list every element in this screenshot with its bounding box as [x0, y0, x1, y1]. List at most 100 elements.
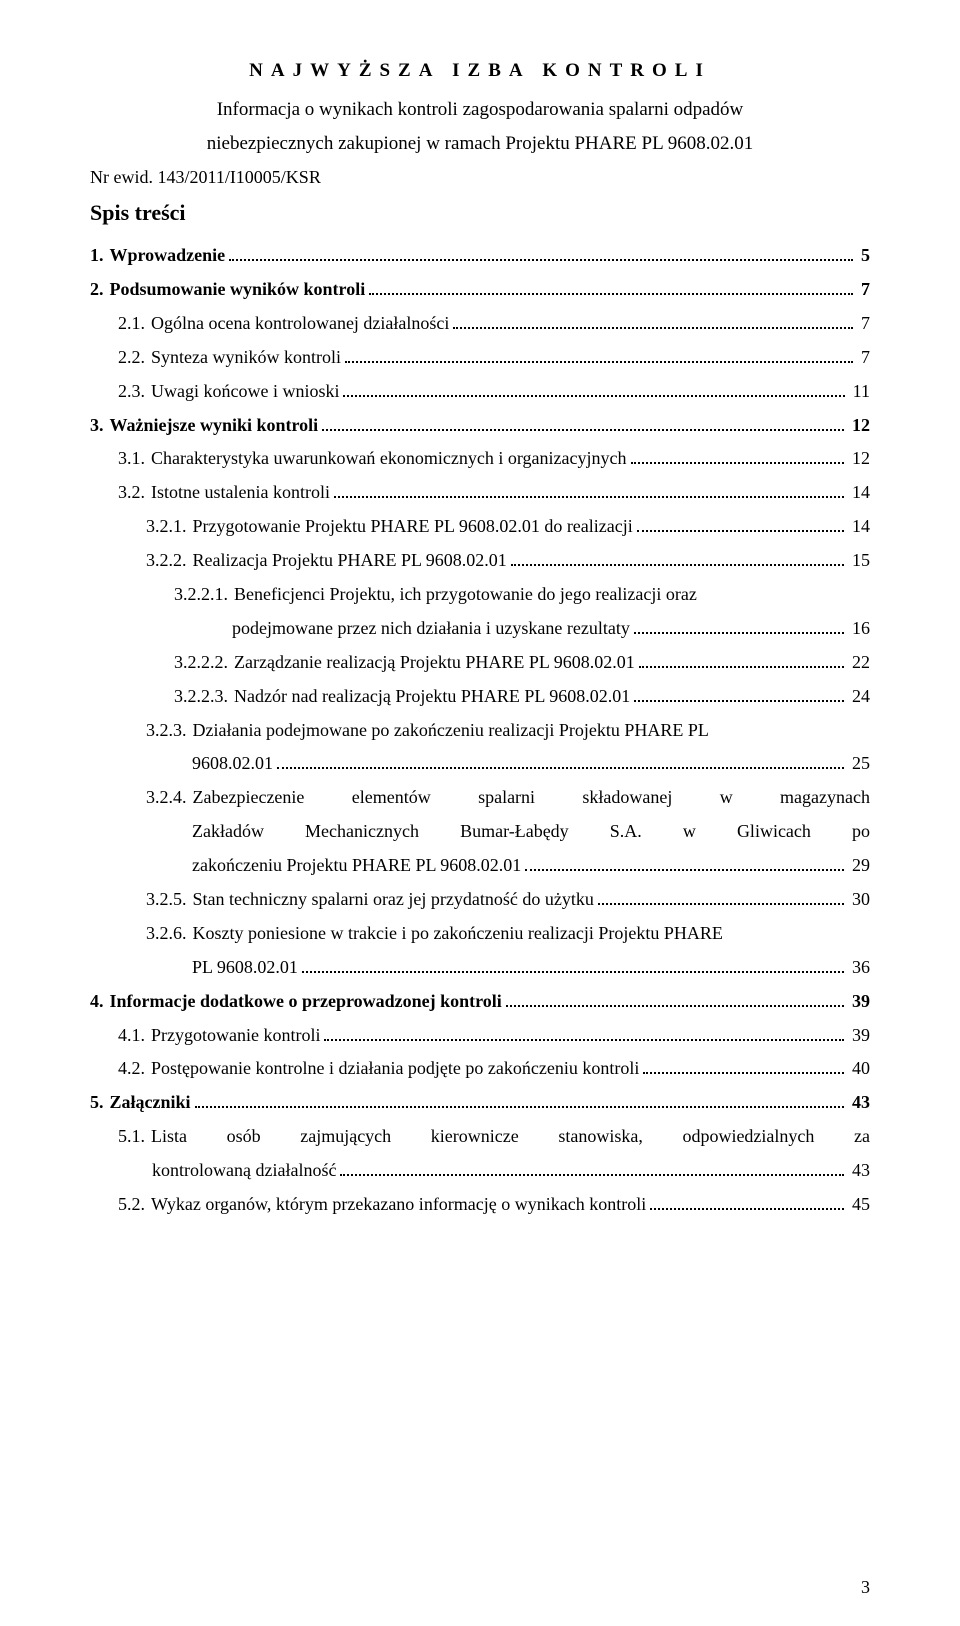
toc-num: 3.2.4.	[146, 784, 193, 812]
toc-label: Ważniejsze wyniki kontroli	[110, 412, 319, 440]
toc-num: 3.2.5.	[146, 886, 193, 914]
table-of-contents: 1. Wprowadzenie 5 2. Podsumowanie wynikó…	[90, 242, 870, 1219]
toc-leader	[650, 1192, 844, 1210]
toc-page: 45	[848, 1191, 870, 1219]
toc-page: 30	[848, 886, 870, 914]
toc-label: Zarządzanie realizacją Projektu PHARE PL…	[234, 649, 635, 677]
toc-page: 7	[857, 310, 870, 338]
toc-page: 12	[848, 412, 870, 440]
toc-leader	[302, 955, 844, 973]
toc-num: 3.2.2.1.	[174, 581, 234, 609]
toc-page: 36	[848, 954, 870, 982]
toc-label: Zakładów Mechanicznych Bumar-Łabędy S.A.…	[192, 818, 870, 846]
toc-entry-4-2: 4.2. Postępowanie kontrolne i działania …	[118, 1055, 870, 1083]
toc-label: Koszty poniesione w trakcie i po zakończ…	[193, 920, 723, 948]
toc-num: 5.2.	[118, 1191, 151, 1219]
toc-leader	[324, 1022, 844, 1040]
toc-leader	[631, 446, 844, 464]
toc-leader	[277, 751, 844, 769]
toc-num: 3.2.3.	[146, 717, 193, 745]
toc-label: Działania podejmowane po zakończeniu rea…	[193, 717, 709, 745]
toc-label: Informacje dodatkowe o przeprowadzonej k…	[110, 988, 502, 1016]
toc-leader	[334, 480, 844, 498]
toc-label: Postępowanie kontrolne i działania podję…	[151, 1055, 639, 1083]
toc-label: Beneficjenci Projektu, ich przygotowanie…	[234, 581, 697, 609]
toc-label: Uwagi końcowe i wnioski	[151, 378, 339, 406]
toc-entry-5-2: 5.2. Wykaz organów, którym przekazano in…	[118, 1191, 870, 1219]
toc-label: Stan techniczny spalarni oraz jej przyda…	[193, 886, 594, 914]
toc-page: 5	[857, 242, 870, 270]
toc-entry-3-2-6: 3.2.6. Koszty poniesione w trakcie i po …	[146, 920, 870, 982]
toc-label: 9608.02.01	[192, 750, 273, 778]
toc-leader	[634, 683, 844, 701]
toc-label: Przygotowanie kontroli	[151, 1022, 320, 1050]
toc-leader	[369, 277, 853, 295]
toc-page: 39	[848, 1022, 870, 1050]
toc-num: 2.	[90, 276, 110, 304]
toc-entry-2-2: 2.2. Synteza wyników kontroli 7	[118, 344, 870, 372]
toc-title: Spis treści	[90, 200, 870, 226]
toc-leader	[643, 1056, 844, 1074]
toc-leader	[229, 243, 853, 261]
doc-subtitle-line2: niebezpiecznych zakupionej w ramach Proj…	[120, 130, 840, 158]
toc-leader	[322, 412, 844, 430]
toc-entry-3-2-3: 3.2.3. Działania podejmowane po zakończe…	[146, 717, 870, 779]
toc-page: 25	[848, 750, 870, 778]
toc-entry-2-1: 2.1. Ogólna ocena kontrolowanej działaln…	[118, 310, 870, 338]
toc-num: 4.1.	[118, 1022, 151, 1050]
toc-label: Załączniki	[110, 1089, 191, 1117]
toc-entry-5: 5. Załączniki 43	[90, 1089, 870, 1117]
toc-num: 2.2.	[118, 344, 151, 372]
toc-page: 22	[848, 649, 870, 677]
toc-page: 14	[848, 479, 870, 507]
toc-label: Wprowadzenie	[110, 242, 226, 270]
toc-leader	[345, 345, 853, 363]
toc-entry-2: 2. Podsumowanie wyników kontroli 7	[90, 276, 870, 304]
toc-label: Istotne ustalenia kontroli	[151, 479, 330, 507]
toc-entry-3-2-2-3: 3.2.2.3. Nadzór nad realizacją Projektu …	[174, 683, 870, 711]
toc-num: 3.2.2.	[146, 547, 193, 575]
toc-num: 3.2.6.	[146, 920, 193, 948]
toc-page: 24	[848, 683, 870, 711]
toc-leader	[639, 650, 844, 668]
toc-num: 3.2.1.	[146, 513, 193, 541]
toc-label: podejmowane przez nich działania i uzysk…	[232, 615, 630, 643]
toc-entry-3-2-2-1: 3.2.2.1. Beneficjenci Projektu, ich przy…	[174, 581, 870, 643]
toc-page: 12	[848, 445, 870, 473]
toc-label: PL 9608.02.01	[192, 954, 298, 982]
toc-leader	[506, 989, 844, 1007]
toc-label: Lista osób zajmujących kierownicze stano…	[151, 1123, 870, 1151]
toc-page: 16	[848, 615, 870, 643]
toc-entry-3-1: 3.1. Charakterystyka uwarunkowań ekonomi…	[118, 445, 870, 473]
toc-leader	[634, 616, 844, 634]
toc-label: Podsumowanie wyników kontroli	[110, 276, 366, 304]
toc-label: Realizacja Projektu PHARE PL 9608.02.01	[193, 547, 507, 575]
toc-entry-3-2-4: 3.2.4. Zabezpieczenie elementów spalarni…	[146, 784, 870, 880]
toc-label: Ogólna ocena kontrolowanej działalności	[151, 310, 449, 338]
toc-entry-3: 3. Ważniejsze wyniki kontroli 12	[90, 412, 870, 440]
toc-page: 43	[848, 1089, 870, 1117]
toc-entry-5-1: 5.1. Lista osób zajmujących kierownicze …	[118, 1123, 870, 1185]
toc-num: 3.1.	[118, 445, 151, 473]
toc-leader	[343, 378, 844, 396]
toc-label: kontrolowaną działalność	[152, 1157, 336, 1185]
document-page: NAJWYŻSZA IZBA KONTROLI Informacja o wyn…	[0, 0, 960, 1626]
toc-label: Synteza wyników kontroli	[151, 344, 341, 372]
toc-num: 4.	[90, 988, 110, 1016]
toc-entry-3-2-1: 3.2.1. Przygotowanie Projektu PHARE PL 9…	[146, 513, 870, 541]
toc-label: Nadzór nad realizacją Projektu PHARE PL …	[234, 683, 630, 711]
toc-leader	[637, 514, 844, 532]
toc-label: zakończeniu Projektu PHARE PL 9608.02.01	[192, 852, 521, 880]
toc-page: 29	[848, 852, 870, 880]
toc-label: Zabezpieczenie elementów spalarni składo…	[193, 784, 871, 812]
toc-entry-4-1: 4.1. Przygotowanie kontroli 39	[118, 1022, 870, 1050]
toc-leader	[525, 853, 844, 871]
toc-num: 1.	[90, 242, 110, 270]
toc-entry-3-2: 3.2. Istotne ustalenia kontroli 14	[118, 479, 870, 507]
toc-entry-3-2-2-2: 3.2.2.2. Zarządzanie realizacją Projektu…	[174, 649, 870, 677]
toc-page: 39	[848, 988, 870, 1016]
toc-num: 3.2.2.3.	[174, 683, 234, 711]
toc-leader	[453, 311, 853, 329]
toc-page: 7	[857, 276, 870, 304]
toc-label: Przygotowanie Projektu PHARE PL 9608.02.…	[193, 513, 633, 541]
